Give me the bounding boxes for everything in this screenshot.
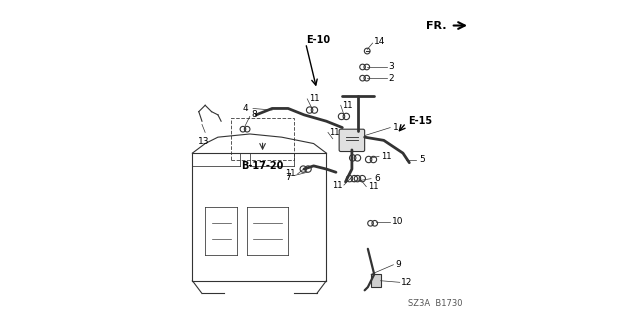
Text: 11: 11: [368, 182, 378, 191]
FancyBboxPatch shape: [339, 129, 365, 152]
Text: 12: 12: [401, 278, 413, 287]
Text: 8: 8: [252, 110, 257, 119]
Text: 9: 9: [395, 260, 401, 269]
Text: 14: 14: [374, 37, 386, 46]
Text: E-10: E-10: [306, 35, 330, 45]
Text: 11: 11: [342, 101, 353, 110]
Text: 11: 11: [332, 181, 342, 189]
Text: 10: 10: [392, 217, 403, 226]
Text: 2: 2: [388, 74, 394, 83]
Text: 5: 5: [419, 155, 425, 164]
Bar: [371, 274, 381, 287]
Text: 7: 7: [285, 173, 291, 182]
Text: 11: 11: [309, 94, 319, 103]
Text: 13: 13: [198, 137, 209, 146]
Text: SZ3A  B1730: SZ3A B1730: [408, 299, 462, 308]
Text: 11: 11: [285, 169, 296, 178]
Text: 1: 1: [394, 123, 399, 132]
Text: FR.: FR.: [426, 20, 446, 31]
Text: 6: 6: [374, 174, 380, 183]
Text: E-15: E-15: [408, 116, 432, 126]
Text: 4: 4: [243, 104, 248, 113]
Text: B-17-20: B-17-20: [241, 161, 284, 171]
Text: 11: 11: [381, 152, 391, 161]
Text: 11: 11: [330, 128, 340, 137]
Text: 3: 3: [388, 63, 394, 71]
